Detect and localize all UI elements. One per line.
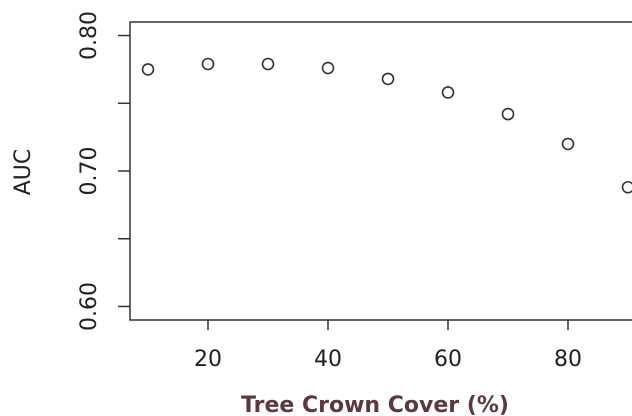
data-point	[441, 86, 455, 99]
x-tick-label: 60	[434, 347, 462, 372]
data-point	[381, 72, 395, 86]
y-tick-label: 0.70	[77, 147, 102, 196]
data-point	[201, 57, 215, 71]
x-tick-label: 20	[194, 347, 222, 372]
data-point	[561, 137, 575, 151]
points-layer	[141, 57, 632, 194]
y-axis-title: AUC	[11, 149, 36, 196]
data-point	[321, 61, 335, 75]
x-tick-label: 40	[314, 347, 342, 372]
data-point	[501, 107, 515, 121]
x-tick-label: 80	[554, 347, 582, 372]
axes-layer: 20 40 60 80 0.60 0.70 0.80	[77, 11, 632, 372]
data-point	[261, 57, 275, 71]
data-point	[141, 63, 155, 76]
data-point	[621, 180, 632, 194]
y-tick-label: 0.60	[77, 282, 102, 331]
y-tick-label: 0.80	[77, 11, 102, 60]
x-axis-title: Tree Crown Cover (%)	[241, 393, 509, 416]
plot-frame	[129, 21, 632, 321]
